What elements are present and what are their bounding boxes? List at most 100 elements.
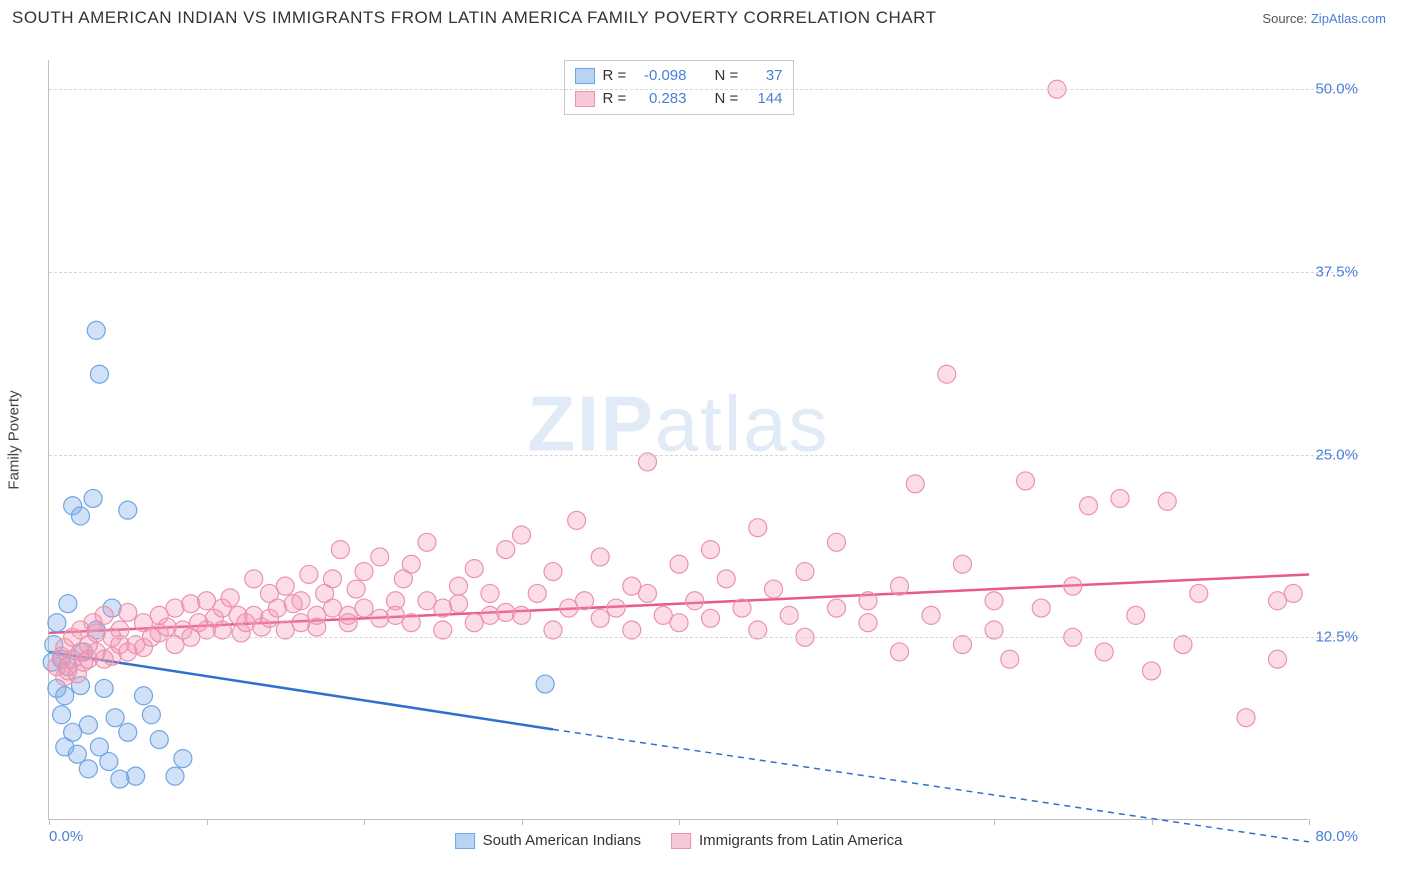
stat-r-value: -0.098 [635, 65, 687, 88]
bottom-legend: South American Indians Immigrants from La… [455, 832, 903, 849]
scatter-point [402, 555, 420, 573]
scatter-point [174, 750, 192, 768]
scatter-point [1269, 650, 1287, 668]
scatter-point [142, 706, 160, 724]
y-tick-label: 50.0% [1310, 81, 1358, 98]
scatter-point [544, 563, 562, 581]
series-swatch [575, 68, 595, 84]
scatter-point [111, 770, 129, 788]
x-tick [207, 819, 208, 825]
y-axis-label: Family Poverty [6, 390, 23, 489]
stat-n-value: 144 [747, 88, 783, 111]
scatter-point [686, 592, 704, 610]
source-label: Source: ZipAtlas.com [1262, 11, 1386, 26]
x-tick [522, 819, 523, 825]
scatter-point [402, 614, 420, 632]
scatter-point [544, 621, 562, 639]
scatter-point [733, 599, 751, 617]
scatter-point [954, 636, 972, 654]
scatter-point [922, 606, 940, 624]
scatter-point [127, 767, 145, 785]
scatter-point [276, 577, 294, 595]
scatter-point [1032, 599, 1050, 617]
legend-swatch [671, 833, 691, 849]
stat-r-label: R = [603, 65, 627, 88]
scatter-point [796, 563, 814, 581]
scatter-point [371, 609, 389, 627]
scatter-point [828, 599, 846, 617]
scatter-point [639, 584, 657, 602]
stats-row: R =0.283N =144 [575, 88, 783, 111]
scatter-point [985, 621, 1003, 639]
x-tick-label: 80.0% [1315, 828, 1358, 845]
scatter-point [906, 475, 924, 493]
scatter-point [166, 767, 184, 785]
scatter-point [56, 687, 74, 705]
scatter-point [1284, 584, 1302, 602]
gridline-h [49, 89, 1359, 90]
scatter-point [481, 606, 499, 624]
x-tick [1152, 819, 1153, 825]
scatter-point [119, 723, 137, 741]
scatter-point [59, 595, 77, 613]
series-swatch [575, 91, 595, 107]
scatter-point [1001, 650, 1019, 668]
y-tick-label: 37.5% [1310, 263, 1358, 280]
stat-r-value: 0.283 [635, 88, 687, 111]
stats-row: R =-0.098N =37 [575, 65, 783, 88]
x-tick-label: 0.0% [49, 828, 83, 845]
scatter-point [84, 489, 102, 507]
y-tick-label: 12.5% [1310, 629, 1358, 646]
scatter-point [371, 548, 389, 566]
scatter-point [481, 584, 499, 602]
scatter-point [166, 599, 184, 617]
legend-item: South American Indians [455, 832, 641, 849]
scatter-point [434, 621, 452, 639]
scatter-point [245, 570, 263, 588]
x-tick [837, 819, 838, 825]
scatter-points-layer [49, 60, 1309, 820]
scatter-point [702, 541, 720, 559]
scatter-point [100, 753, 118, 771]
legend-label: South American Indians [483, 832, 641, 849]
scatter-point [87, 624, 105, 642]
scatter-point [95, 679, 113, 697]
scatter-point [591, 548, 609, 566]
scatter-point [1237, 709, 1255, 727]
scatter-point [528, 584, 546, 602]
stat-n-label: N = [715, 88, 739, 111]
scatter-point [607, 599, 625, 617]
scatter-point [702, 609, 720, 627]
gridline-h [49, 637, 1359, 638]
scatter-point [576, 592, 594, 610]
scatter-point [1017, 472, 1035, 490]
scatter-point [859, 592, 877, 610]
scatter-point [450, 595, 468, 613]
scatter-point [1095, 643, 1113, 661]
scatter-point [749, 621, 767, 639]
scatter-point [717, 570, 735, 588]
scatter-point [1127, 606, 1145, 624]
scatter-point [1111, 489, 1129, 507]
source-link[interactable]: ZipAtlas.com [1311, 11, 1386, 26]
scatter-point [497, 541, 515, 559]
scatter-point [158, 618, 176, 636]
scatter-point [48, 614, 66, 632]
gridline-h [49, 272, 1359, 273]
scatter-point [79, 760, 97, 778]
scatter-point [95, 606, 113, 624]
plot-container: Family Poverty ZIPatlas R =-0.098N =37R … [48, 60, 1358, 820]
legend-label: Immigrants from Latin America [699, 832, 902, 849]
legend-swatch [455, 833, 475, 849]
scatter-point [1064, 577, 1082, 595]
scatter-point [418, 533, 436, 551]
scatter-point [308, 618, 326, 636]
scatter-point [450, 577, 468, 595]
x-tick [364, 819, 365, 825]
correlation-stats-box: R =-0.098N =37R =0.283N =144 [564, 60, 794, 115]
scatter-point [670, 555, 688, 573]
scatter-point [268, 599, 286, 617]
scatter-point [119, 501, 137, 519]
x-tick [49, 819, 50, 825]
scatter-point [119, 603, 137, 621]
